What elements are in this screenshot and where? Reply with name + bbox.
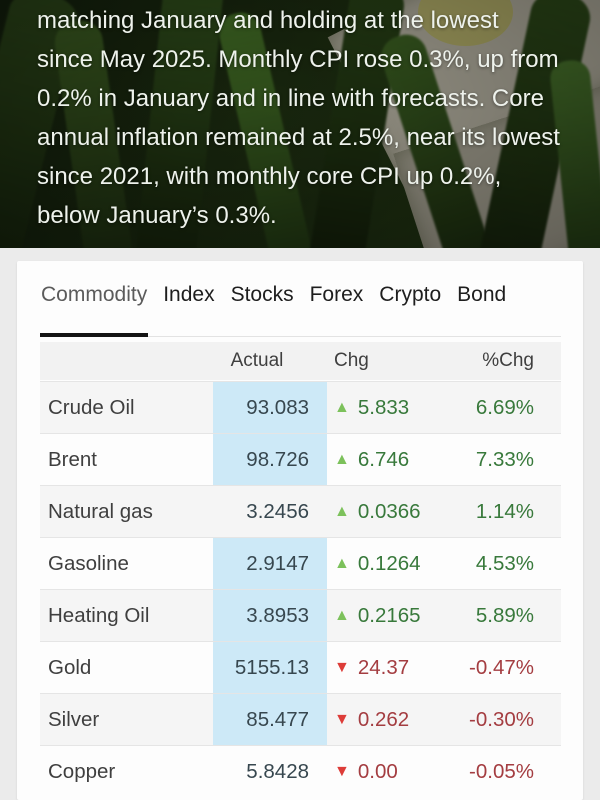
change-value: 5.833	[357, 395, 410, 419]
percent-change-value: 5.89%	[475, 603, 534, 627]
change-value: 0.2165	[357, 603, 421, 627]
percent-change-value: 4.53%	[475, 551, 534, 575]
percent-change-value: 7.33%	[475, 447, 534, 471]
market-tab[interactable]: Bond	[456, 281, 507, 337]
commodity-name: Natural gas	[48, 499, 153, 523]
direction-arrow-icon: ▼	[334, 710, 350, 728]
commodity-row[interactable]: Silver 85.477 ▼ 0.262 -0.30%	[40, 693, 561, 745]
table-header-row: Actual Chg %Chg	[40, 342, 561, 380]
change-cell: ▼ 24.37	[327, 656, 451, 680]
grass-money-photo	[0, 0, 600, 248]
actual-price: 2.9147	[213, 538, 327, 589]
percent-change-value: -0.05%	[469, 759, 534, 783]
change-value: 0.262	[357, 707, 410, 731]
market-quotes-card: Commodity Index Stocks Forex Crypto Bond…	[17, 261, 583, 800]
actual-price: 3.8953	[213, 590, 327, 641]
news-hero-banner: matching January and holding at the lowe…	[0, 0, 600, 248]
change-cell: ▲ 0.2165	[327, 604, 451, 628]
commodity-row[interactable]: Natural gas 3.2456 ▲ 0.0366 1.14%	[40, 485, 561, 537]
percent-change-value: 1.14%	[475, 499, 534, 523]
percent-change-value: -0.47%	[469, 655, 534, 679]
percent-change-value: -0.30%	[469, 707, 534, 731]
commodity-row[interactable]: Heating Oil 3.8953 ▲ 0.2165 5.89%	[40, 589, 561, 641]
commodity-table-body: Crude Oil 93.083 ▲ 5.833 6.69% Brent 98.…	[40, 381, 561, 797]
actual-price: 98.726	[213, 434, 327, 485]
direction-arrow-icon: ▲	[334, 554, 350, 572]
commodity-name: Silver	[48, 707, 100, 731]
actual-price: 5.8428	[246, 759, 309, 783]
news-text-line: 0.2% in January and in line with forecas…	[37, 85, 544, 112]
commodity-name: Copper	[48, 759, 116, 783]
commodity-name: Gasoline	[48, 551, 129, 575]
direction-arrow-icon: ▲	[334, 398, 350, 416]
news-text-line: since May 2025. Monthly CPI rose 0.3%, u…	[37, 46, 559, 73]
news-text-line: below January’s 0.3%.	[37, 202, 277, 229]
change-cell: ▲ 0.1264	[327, 552, 451, 576]
news-text-line: matching January and holding at the lowe…	[37, 7, 499, 34]
actual-price: 3.2456	[246, 499, 309, 523]
commodity-row[interactable]: Brent 98.726 ▲ 6.746 7.33%	[40, 433, 561, 485]
commodity-row[interactable]: Gasoline 2.9147 ▲ 0.1264 4.53%	[40, 537, 561, 589]
market-tabs: Commodity Index Stocks Forex Crypto Bond	[40, 281, 561, 337]
news-text-line: annual inflation remained at 2.5%, near …	[37, 124, 560, 151]
direction-arrow-icon: ▲	[334, 450, 350, 468]
commodity-name: Gold	[48, 655, 92, 679]
header-change: Chg	[334, 350, 369, 371]
market-tab[interactable]: Index	[162, 281, 215, 337]
change-value: 24.37	[357, 655, 410, 679]
direction-arrow-icon: ▲	[334, 606, 350, 624]
change-cell: ▼ 0.00	[327, 760, 451, 784]
header-actual: Actual	[230, 350, 284, 371]
photo-dark-overlay	[0, 0, 600, 248]
change-value: 0.1264	[357, 551, 421, 575]
commodity-name: Brent	[48, 447, 97, 471]
change-cell: ▲ 0.0366	[327, 500, 451, 524]
header-percent-change: %Chg	[482, 350, 534, 371]
market-tab[interactable]: Forex	[309, 281, 365, 337]
commodity-row[interactable]: Copper 5.8428 ▼ 0.00 -0.05%	[40, 745, 561, 797]
news-text: matching January and holding at the lowe…	[0, 0, 600, 235]
commodity-name: Crude Oil	[48, 395, 135, 419]
actual-price: 85.477	[213, 694, 327, 745]
commodity-row[interactable]: Gold 5155.13 ▼ 24.37 -0.47%	[40, 641, 561, 693]
change-value: 0.0366	[357, 499, 421, 523]
change-cell: ▲ 5.833	[327, 396, 451, 420]
market-tab[interactable]: Stocks	[230, 281, 295, 337]
market-tab[interactable]: Commodity	[40, 281, 149, 337]
change-value: 6.746	[357, 447, 410, 471]
change-cell: ▼ 0.262	[327, 708, 451, 732]
change-value: 0.00	[357, 759, 398, 783]
commodity-name: Heating Oil	[48, 603, 150, 627]
direction-arrow-icon: ▲	[334, 502, 350, 520]
direction-arrow-icon: ▼	[334, 658, 350, 676]
direction-arrow-icon: ▼	[334, 762, 350, 780]
actual-price: 5155.13	[213, 642, 327, 693]
change-cell: ▲ 6.746	[327, 448, 451, 472]
market-tab[interactable]: Crypto	[378, 281, 442, 337]
actual-price: 93.083	[213, 382, 327, 433]
news-text-line: since 2021, with monthly core CPI up 0.2…	[37, 163, 502, 190]
percent-change-value: 6.69%	[475, 395, 534, 419]
commodity-row[interactable]: Crude Oil 93.083 ▲ 5.833 6.69%	[40, 381, 561, 433]
